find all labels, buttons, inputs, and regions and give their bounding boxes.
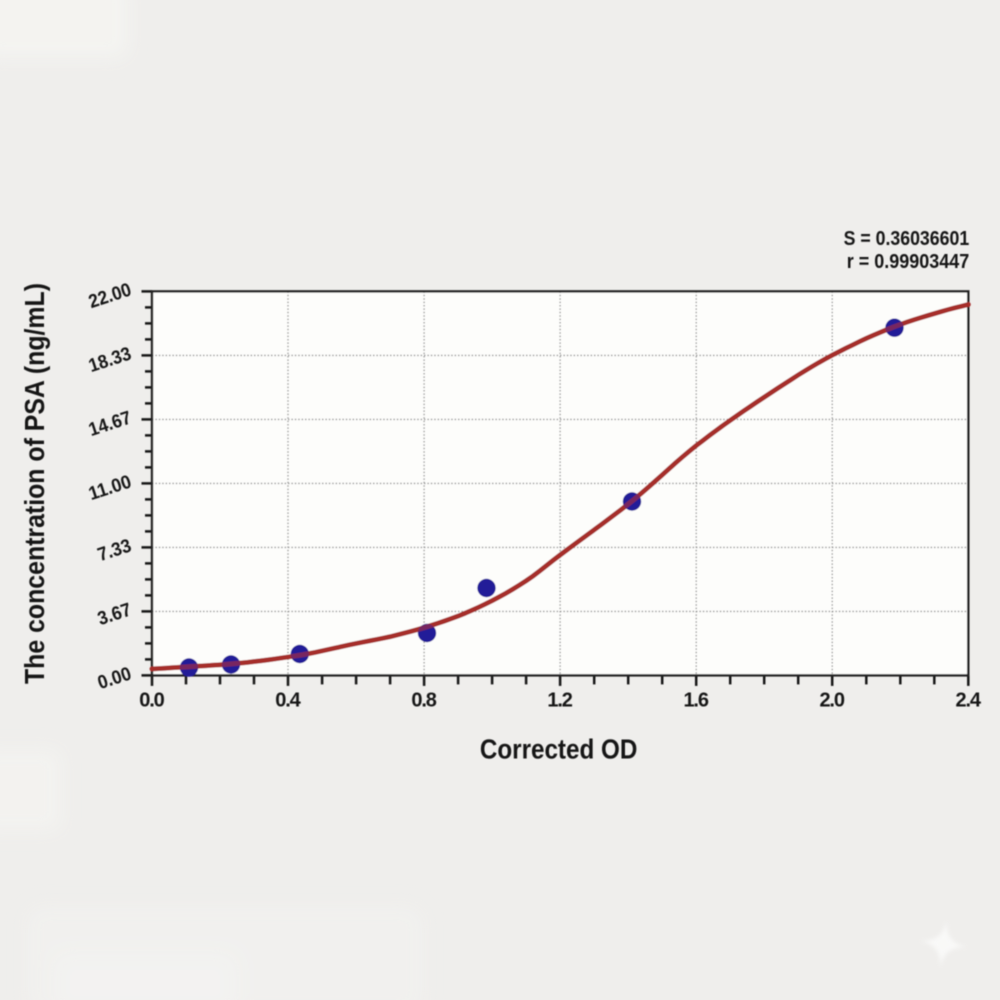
svg-text:Corrected OD: Corrected OD <box>480 733 638 764</box>
svg-text:1.6: 1.6 <box>683 689 709 711</box>
svg-text:r = 0.99903447: r = 0.99903447 <box>847 251 969 273</box>
svg-text:The concentration of PSA (ng/m: The concentration of PSA (ng/mL) <box>19 283 50 684</box>
svg-text:0.0: 0.0 <box>139 689 165 711</box>
svg-text:0.4: 0.4 <box>275 689 301 711</box>
svg-text:2.0: 2.0 <box>819 689 845 711</box>
svg-text:2.4: 2.4 <box>956 689 982 711</box>
svg-text:S = 0.36036601: S = 0.36036601 <box>844 228 970 250</box>
svg-text:0.8: 0.8 <box>411 689 437 711</box>
svg-text:1.2: 1.2 <box>547 689 573 711</box>
